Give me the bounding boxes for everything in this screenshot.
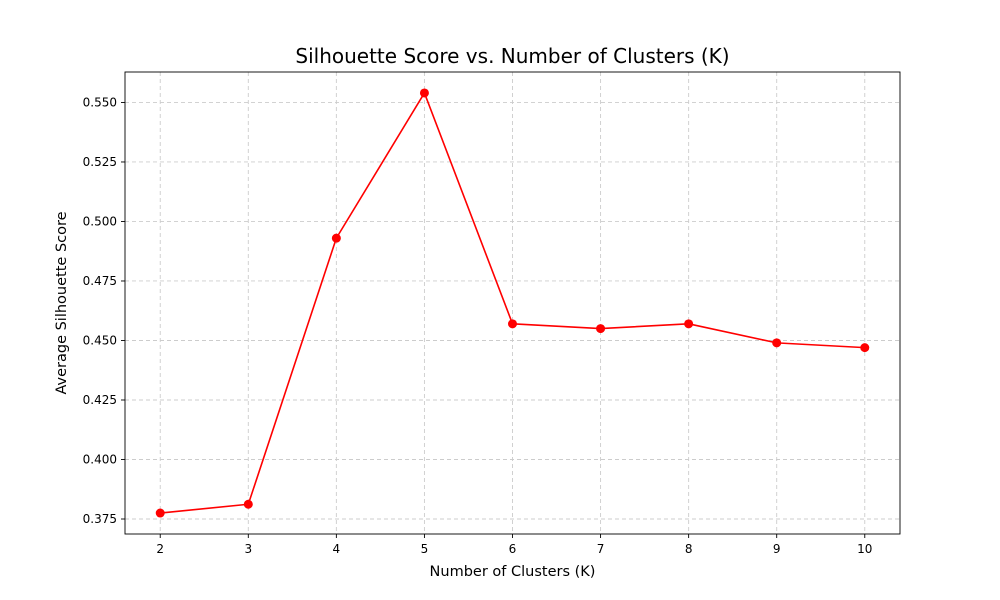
x-tick-label: 4: [333, 542, 341, 556]
data-point: [684, 319, 694, 329]
data-point: [331, 233, 341, 243]
data-point: [419, 88, 429, 98]
data-point: [155, 508, 165, 518]
y-tick-label: 0.475: [83, 274, 117, 288]
x-tick-label: 5: [421, 542, 429, 556]
x-tick-label: 8: [685, 542, 693, 556]
x-axis-label: Number of Clusters (K): [430, 564, 596, 580]
data-point: [860, 343, 870, 353]
y-axis-label: Average Silhouette Score: [54, 211, 70, 394]
x-tick-label: 9: [773, 542, 781, 556]
x-tick-label: 7: [597, 542, 605, 556]
x-tick-label: 6: [509, 542, 517, 556]
y-tick-label: 0.400: [83, 452, 117, 466]
data-point: [508, 319, 517, 329]
axis-ticks: 2 3 4 5 6 7 8 9 10 0.375 0.400 0.425 0.450 0.475 0.500…: [83, 95, 873, 556]
y-tick-label: 0.525: [83, 155, 117, 169]
x-tick-label: 2: [156, 542, 164, 556]
grid-lines: [125, 72, 900, 534]
series-layer: [155, 88, 870, 518]
y-tick-label: 0.500: [83, 214, 117, 228]
x-tick-label: 3: [244, 542, 252, 556]
data-point: [596, 324, 606, 334]
x-tick-label: 10: [857, 542, 872, 556]
data-point: [772, 338, 782, 348]
y-tick-label: 0.375: [83, 512, 117, 526]
y-tick-label: 0.550: [83, 95, 117, 109]
chart-title: Silhouette Score vs. Number of Clusters …: [295, 44, 729, 68]
y-tick-label: 0.450: [83, 333, 117, 347]
data-point: [243, 499, 253, 509]
y-tick-label: 0.425: [83, 393, 117, 407]
